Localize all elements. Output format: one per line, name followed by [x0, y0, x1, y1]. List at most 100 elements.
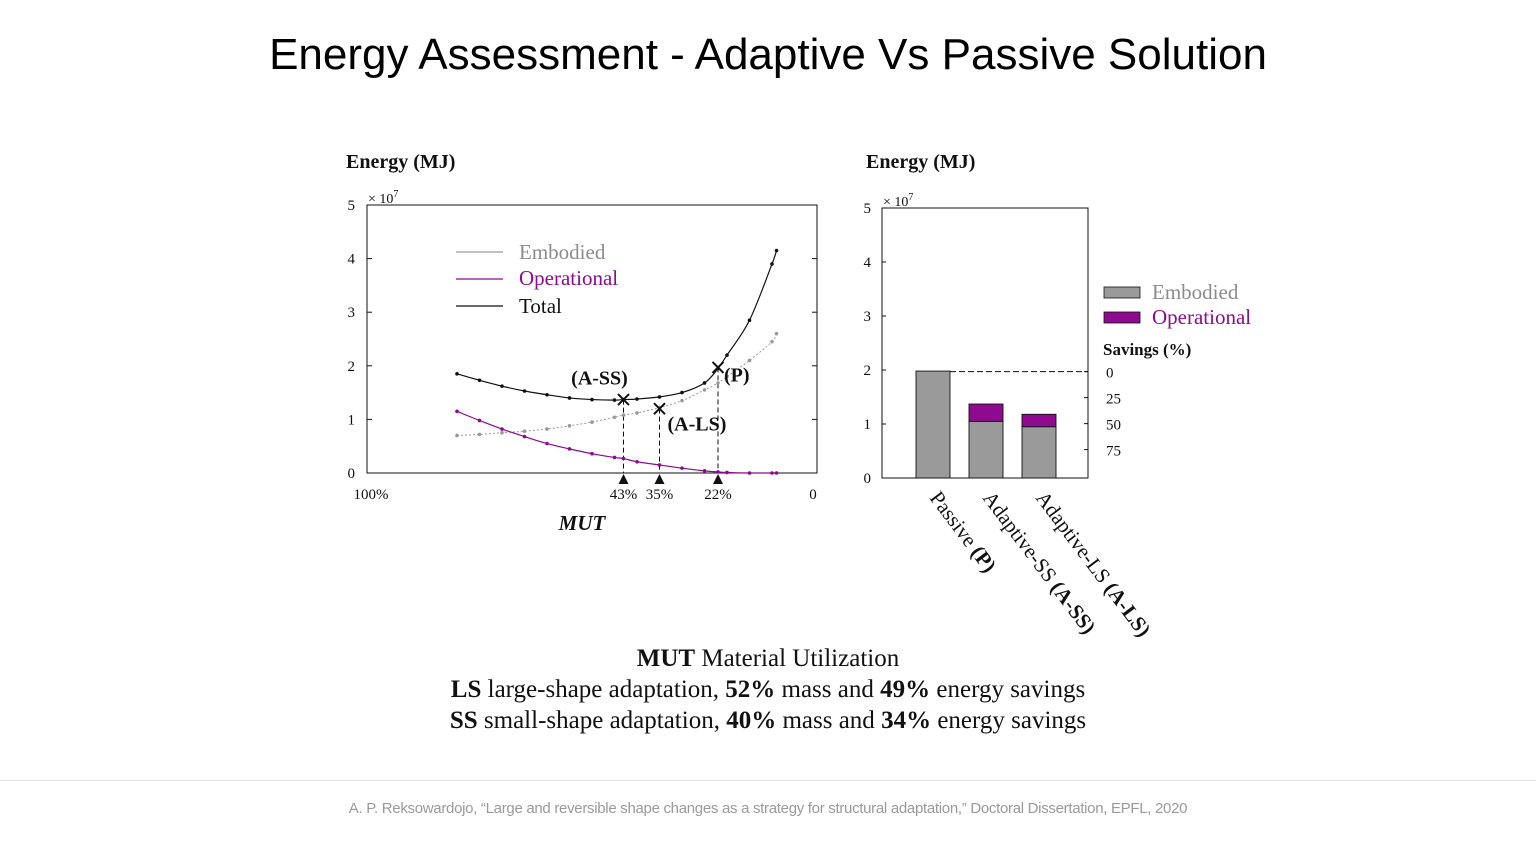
data-point-total	[567, 396, 572, 400]
data-point-operational	[725, 470, 729, 475]
x-tick-label: 100%	[354, 487, 389, 503]
line-chart-plot-frame	[366, 204, 818, 474]
line-chart-series	[455, 248, 779, 475]
y-tick-label: 4	[864, 255, 872, 271]
slide-title: Energy Assessment - Adaptive Vs Passive …	[269, 30, 1267, 79]
line-chart-marker-guides	[618, 367, 723, 484]
caption: MUT Material Utilization LS large-shape …	[0, 643, 1536, 736]
bar-embodied	[968, 420, 1004, 479]
data-point-embodied	[500, 431, 504, 435]
bar-chart-y-ticks: 0 1 2 3 4 5	[864, 201, 886, 487]
data-point-operational	[774, 471, 779, 475]
data-point-embodied	[590, 420, 594, 424]
y-tick-label: 5	[348, 198, 356, 214]
data-point-operational	[455, 409, 459, 414]
y-tick-label: 3	[348, 305, 356, 321]
bar-embodied	[915, 370, 951, 479]
data-point-embodied	[702, 388, 707, 392]
data-point-operational	[545, 441, 549, 446]
y-tick-label: 2	[348, 359, 356, 375]
data-point-embodied	[455, 433, 459, 438]
marker-label: (A-SS)	[571, 368, 628, 390]
legend-label-total: Total	[519, 294, 562, 318]
y-tick-label: 2	[864, 363, 872, 379]
data-point-operational	[590, 451, 594, 456]
data-point-total	[635, 397, 639, 401]
savings-axis-title: Savings (%)	[1103, 340, 1191, 359]
y-tick-label: 1	[864, 417, 872, 433]
data-point-operational	[567, 447, 572, 451]
data-point-embodied	[567, 424, 572, 428]
data-point-embodied	[774, 331, 779, 336]
legend-swatch-operational	[1103, 311, 1141, 324]
citation: A. P. Reksowardojo, “Large and reversibl…	[348, 800, 1188, 817]
x-marker-triangle	[654, 474, 665, 484]
data-point-operational	[680, 466, 684, 470]
data-point-operational	[657, 463, 662, 467]
data-point-operational	[621, 456, 626, 461]
data-point-embodied	[477, 432, 482, 437]
data-point-embodied	[545, 427, 549, 431]
data-point-embodied	[522, 429, 527, 433]
data-point-embodied	[612, 415, 617, 420]
marker-x	[617, 393, 630, 406]
data-point-embodied	[621, 413, 626, 417]
bar-chart-y-axis-label: Energy (MJ)	[866, 151, 975, 173]
data-point-embodied	[716, 381, 720, 385]
line-chart-x-ticks: 100% 43% 35% 22% 0	[354, 487, 817, 503]
savings-axis: 0 25 50 75	[950, 366, 1121, 460]
x-tick-label: 0	[809, 487, 817, 503]
legend-label-embodied: Embodied	[519, 240, 606, 264]
data-point-total	[747, 318, 752, 323]
caption-line-mut: MUT Material Utilization	[636, 645, 900, 672]
y-tick-label: 0	[348, 466, 356, 482]
data-point-embodied	[770, 339, 774, 344]
y-tick-label: 5	[864, 201, 872, 217]
caption-line-ls: LS large-shape adaptation, 52% mass and …	[450, 676, 1086, 703]
data-point-operational	[522, 434, 527, 439]
data-point-total	[522, 389, 527, 393]
bar-operational	[968, 403, 1004, 422]
data-point-operational	[770, 471, 774, 475]
data-point-operational	[702, 469, 707, 473]
data-point-operational	[747, 471, 752, 475]
savings-tick-label: 75	[1106, 444, 1121, 460]
line-chart-markers: (A-SS) (A-LS) (P)	[571, 361, 750, 436]
caption-line-ss: SS small-shape adaptation, 40% mass and …	[449, 707, 1087, 734]
savings-tick-label: 0	[1106, 366, 1114, 382]
line-chart-x-axis-label: MUT	[558, 511, 607, 535]
legend-label-operational: Operational	[519, 266, 618, 290]
marker-label: (P)	[724, 364, 750, 386]
savings-tick-label: 50	[1106, 418, 1121, 434]
bar-chart: Energy (MJ) × 107 0 1 2 3 4 5 Passive (P)Adap…	[864, 151, 1252, 641]
data-point-total	[680, 390, 684, 395]
legend-swatch-embodied	[1103, 286, 1141, 299]
data-point-total	[725, 353, 729, 357]
x-tick-label: 43%	[610, 487, 638, 503]
data-point-total	[590, 397, 594, 402]
x-tick-label: 22%	[704, 487, 732, 503]
data-point-operational	[477, 418, 482, 423]
bar-embodied	[1021, 426, 1057, 479]
y-tick-label: 3	[864, 309, 872, 325]
legend-label-embodied: Embodied	[1152, 280, 1239, 304]
y-tick-label: 0	[864, 471, 872, 487]
x-marker-triangle	[618, 474, 629, 484]
legend-label-operational: Operational	[1152, 305, 1251, 329]
bar-chart-y-multiplier: × 107	[883, 192, 913, 210]
data-point-embodied	[635, 411, 639, 415]
data-point-operational	[716, 470, 720, 474]
data-point-embodied	[680, 398, 684, 403]
series-line-total	[456, 250, 778, 401]
charts-canvas: Energy (MJ) × 107 0 1 2 3 4 5 100% 43% 35% 22% 0 …	[346, 151, 1252, 641]
x-marker-triangle	[713, 474, 723, 484]
data-point-total	[500, 384, 504, 388]
line-chart-y-axis-label: Energy (MJ)	[346, 151, 455, 173]
line-chart-legend: Embodied Operational Total	[456, 240, 618, 318]
x-tick-label: 35%	[646, 487, 674, 503]
data-point-total	[545, 392, 549, 397]
data-point-embodied	[747, 358, 752, 363]
data-point-total	[702, 381, 707, 385]
marker-x	[653, 402, 666, 415]
marker-label: (A-LS)	[668, 414, 727, 436]
